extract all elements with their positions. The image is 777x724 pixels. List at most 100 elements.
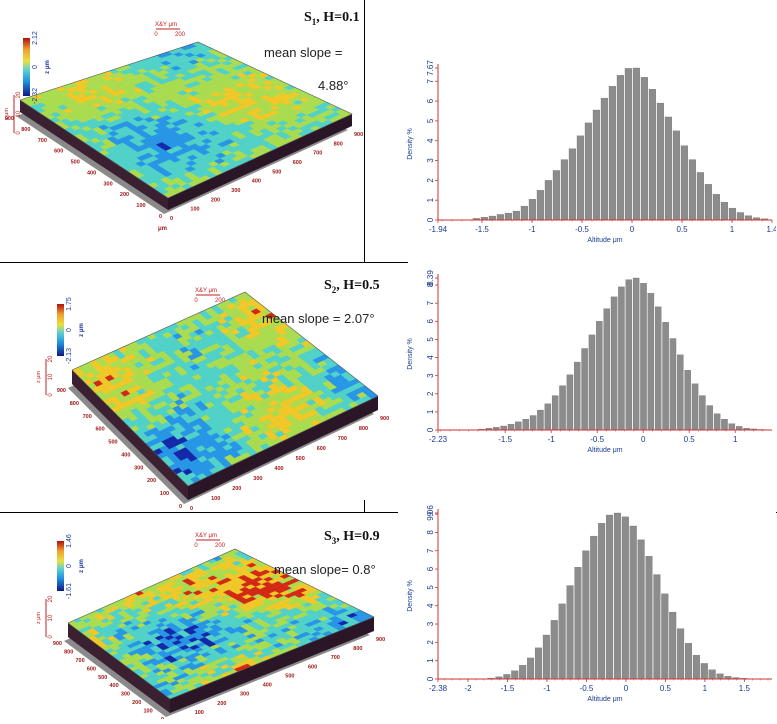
y-tick-label: 5 bbox=[426, 118, 435, 123]
histogram-bar bbox=[545, 180, 552, 220]
histogram-bar bbox=[697, 172, 704, 220]
y-tick-label: 1 bbox=[426, 409, 435, 414]
surface-axis-tick: 500 bbox=[98, 675, 107, 681]
surface-plot-3d: 9008007006005004003002001000010020030040… bbox=[0, 0, 364, 262]
y-tick-label: 2 bbox=[426, 640, 435, 645]
height-scale-unit: z μm bbox=[36, 612, 42, 624]
histogram-bar bbox=[648, 293, 654, 430]
histogram-bar bbox=[618, 287, 624, 430]
z-scale-unit: z μm bbox=[79, 559, 85, 573]
height-scale-tick: 20 bbox=[48, 355, 54, 362]
histogram-bar bbox=[582, 348, 588, 430]
mean-slope-label: mean slope = bbox=[264, 45, 342, 60]
y-tick-label: 0 bbox=[426, 676, 435, 681]
surface-axis-tick: 0 bbox=[159, 214, 162, 220]
histogram-bar bbox=[505, 213, 512, 220]
surface-axis-tick: 200 bbox=[120, 192, 129, 198]
histogram-bar bbox=[583, 551, 590, 679]
histogram-bar bbox=[596, 321, 602, 430]
histogram-bar bbox=[489, 216, 496, 220]
surface-axis-tick: 700 bbox=[38, 138, 47, 144]
histogram-bar bbox=[699, 396, 705, 430]
surface-axis-tick: 100 bbox=[144, 709, 153, 715]
histogram-bar bbox=[545, 404, 551, 430]
histogram-bar bbox=[523, 419, 529, 430]
histogram-chart: 0123456788.39-2.23 -1.5 -1 -0.5 0 0.5 1Altitud… bbox=[398, 268, 776, 468]
histogram-bar bbox=[527, 658, 534, 679]
height-scale-tick: 0 bbox=[48, 635, 54, 639]
surface-axis-tick: 300 bbox=[121, 692, 130, 698]
x-tick-label: 0 bbox=[641, 435, 646, 444]
histogram-bar bbox=[633, 278, 639, 430]
histogram-panel: 0 1 2 3 4 5 6 7 8 8.39 -2.23 -1.5 -1 -0.5 0 0.5 1 Altitud… bbox=[398, 268, 776, 468]
histogram-bar bbox=[513, 211, 520, 220]
z-color-scale bbox=[57, 541, 64, 591]
histogram-bar bbox=[721, 202, 728, 220]
surface-axis-tick: 0 bbox=[190, 506, 193, 512]
histogram-bar bbox=[543, 635, 550, 679]
x-tick-label: -2 bbox=[464, 684, 472, 693]
x-tick-label: -1.5 bbox=[501, 684, 515, 693]
x-axis-label: Altitude μm bbox=[587, 237, 622, 244]
xy-scale-tick: 200 bbox=[175, 32, 186, 38]
surface-axis-tick: 400 bbox=[121, 452, 130, 458]
surface-axis-tick: 100 bbox=[195, 710, 204, 716]
histogram-bar bbox=[567, 586, 574, 679]
surface-axis-tick: 0 bbox=[170, 216, 173, 222]
height-scale-tick: 10 bbox=[16, 110, 22, 117]
histogram-bar bbox=[501, 426, 507, 430]
z-scale-tick: 2.12 bbox=[32, 31, 39, 45]
y-tick-label: 6 bbox=[426, 98, 435, 103]
histogram-bar bbox=[504, 674, 511, 679]
histogram-bar bbox=[729, 208, 736, 220]
y-tick-label: 3 bbox=[426, 621, 435, 626]
x-tick-label: -0.5 bbox=[575, 225, 589, 234]
histogram-bar bbox=[657, 103, 664, 220]
x-tick-label: 1 bbox=[730, 225, 735, 234]
height-scale-tick: 0 bbox=[48, 393, 54, 397]
surface-axis-tick: 800 bbox=[70, 401, 79, 407]
xy-scale-tick: 200 bbox=[215, 298, 226, 304]
histogram-bar bbox=[601, 98, 608, 220]
sample-label: S1, H=0.1 bbox=[304, 10, 360, 27]
z-scale-tick: 0 bbox=[66, 564, 73, 568]
x-tick-label: -1 bbox=[528, 225, 536, 234]
xy-scale-legend: X&Y μm bbox=[195, 533, 217, 539]
surface-axis-tick: 700 bbox=[331, 655, 340, 661]
histogram-panel: 0 1 2 3 4 5 6 7 7.67 -1.94 -1.5 -1 -0.5 0 0.5 1 1.4 Altit… bbox=[398, 58, 776, 258]
surface-axis-tick: 800 bbox=[334, 141, 343, 147]
surface-axis-tick: 100 bbox=[160, 491, 169, 497]
histogram-bar bbox=[707, 406, 713, 430]
histogram-bar bbox=[552, 396, 558, 430]
histogram-bar bbox=[537, 410, 543, 430]
surface-axis-unit: μm bbox=[158, 226, 167, 232]
surface-axis-tick: 400 bbox=[87, 170, 96, 176]
y-axis-label: Density % bbox=[407, 338, 414, 370]
histogram-bar bbox=[654, 575, 661, 679]
x-tick-label: -0.5 bbox=[580, 684, 594, 693]
x-tick-label: 1 bbox=[703, 684, 708, 693]
x-tick-label: 0.5 bbox=[660, 684, 672, 693]
histogram-bar bbox=[692, 384, 698, 430]
x-tick-label: -1.5 bbox=[498, 435, 512, 444]
y-tick-label: 5 bbox=[426, 585, 435, 590]
sample-label: S2, H=0.5 bbox=[324, 278, 380, 295]
histogram-chart: 012345677.67-1.94 -1.5 -1 -0.5 0 0.5 1 1.4Altit… bbox=[398, 58, 776, 258]
histogram-bar bbox=[677, 629, 684, 679]
surface-axis-tick: 800 bbox=[64, 649, 73, 655]
histogram-bar bbox=[717, 674, 724, 679]
x-axis-label: Altitude μm bbox=[587, 696, 622, 703]
z-scale-tick: -2.13 bbox=[66, 348, 73, 364]
surface-axis-tick: 600 bbox=[308, 664, 317, 670]
histogram-bar bbox=[569, 149, 576, 220]
x-tick-label: 1.4 bbox=[766, 225, 776, 234]
surface-axis-tick: 800 bbox=[353, 646, 362, 652]
x-tick-label: -1.94 bbox=[429, 225, 448, 234]
surface-axis-tick: 400 bbox=[252, 179, 261, 185]
x-tick-label: -1.5 bbox=[475, 225, 489, 234]
surface-axis-tick: 200 bbox=[132, 700, 141, 706]
y-tick-label: 1 bbox=[426, 658, 435, 663]
surface-axis-tick: 300 bbox=[253, 476, 262, 482]
z-scale-unit: z μm bbox=[79, 323, 85, 337]
surface-axis-tick: 700 bbox=[83, 414, 92, 420]
